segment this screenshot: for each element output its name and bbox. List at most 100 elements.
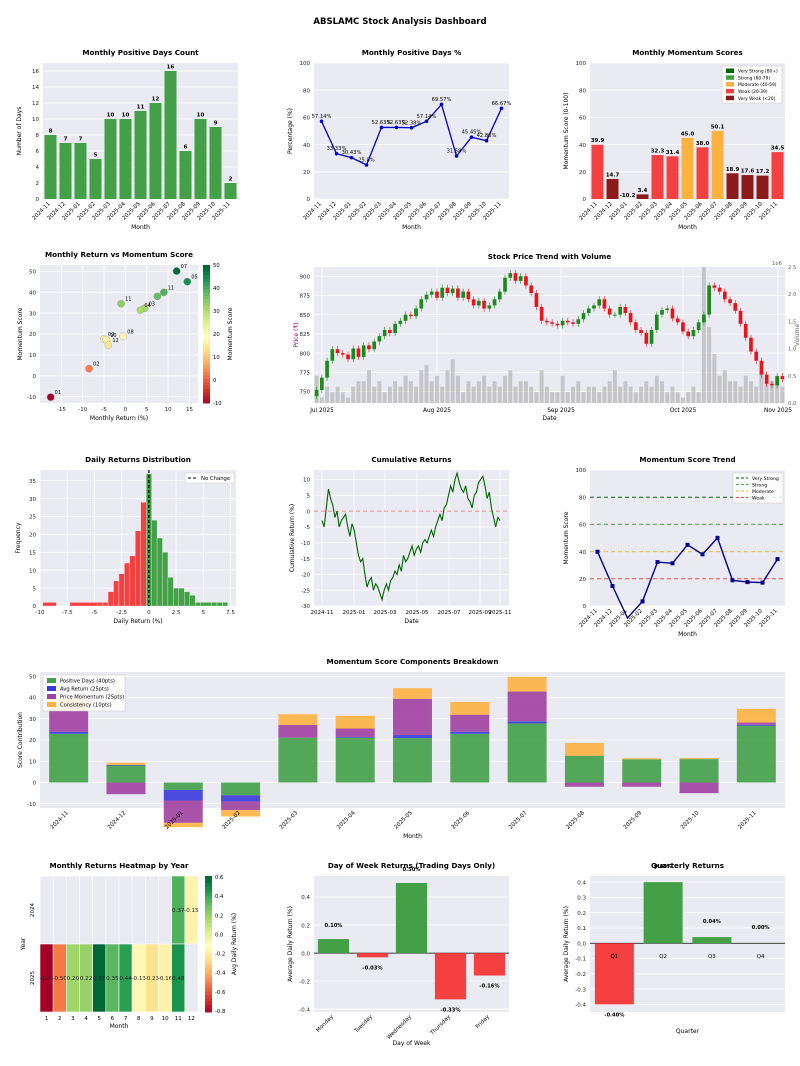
volume-bar bbox=[398, 386, 403, 403]
heatmap-cell bbox=[145, 875, 159, 945]
x-tick-label: 2025-07 bbox=[438, 610, 461, 616]
x-axis-label: Date bbox=[404, 618, 419, 625]
y-axis-label: Momentum Score bbox=[17, 307, 24, 360]
data-label: 12 bbox=[152, 97, 160, 103]
stacked-bar-segment bbox=[221, 782, 261, 796]
legend-box bbox=[184, 472, 235, 484]
x-tick-label: 8 bbox=[137, 1016, 141, 1022]
volume-bar bbox=[618, 386, 623, 403]
stacked-bar-segment bbox=[335, 737, 375, 738]
candle-body bbox=[377, 336, 382, 342]
x-tick-label: 9 bbox=[150, 1016, 154, 1022]
data-label: 45.45% bbox=[462, 130, 482, 136]
data-label: 38.0 bbox=[696, 141, 710, 147]
bar bbox=[164, 71, 177, 199]
colorbar-segment bbox=[203, 351, 210, 356]
data-label: -0.40% bbox=[604, 1012, 625, 1018]
volume-bar bbox=[665, 392, 670, 403]
volume-bar bbox=[340, 392, 345, 403]
candle-body bbox=[330, 349, 335, 361]
candle-body bbox=[445, 287, 450, 294]
volume-bar bbox=[403, 375, 408, 403]
colorbar-segment bbox=[203, 396, 210, 401]
y-tick-label: 40 bbox=[303, 143, 310, 149]
colorbar-segment bbox=[205, 876, 212, 880]
y-tick-label: 40 bbox=[579, 550, 586, 556]
bar bbox=[44, 135, 57, 199]
x-tick-label: 0 bbox=[124, 407, 128, 413]
scatter-point bbox=[117, 299, 125, 308]
y-tick-label: 825 bbox=[300, 332, 311, 338]
volume-bar bbox=[429, 381, 434, 403]
candle-body bbox=[571, 322, 575, 324]
y-tick-label: -10 bbox=[27, 395, 36, 401]
volume-bar bbox=[330, 392, 335, 403]
x-axis-label: Monthly Return (%) bbox=[90, 415, 148, 422]
data-label: 7 bbox=[79, 137, 83, 143]
volume-bar bbox=[565, 392, 570, 403]
candle-body bbox=[743, 323, 748, 338]
candle-body bbox=[728, 299, 732, 304]
histogram-bar bbox=[178, 587, 185, 607]
candle-body bbox=[712, 285, 717, 288]
y-tick-label: 6 bbox=[36, 149, 40, 155]
bar bbox=[149, 103, 162, 199]
colorbar-segment bbox=[203, 358, 210, 363]
volume-bar bbox=[393, 381, 398, 403]
volume-bar bbox=[372, 386, 377, 403]
heatmap-cell bbox=[158, 875, 172, 945]
colorbar-segment bbox=[205, 940, 212, 945]
cell-label: -0.15 bbox=[184, 908, 199, 914]
point-label: 11 bbox=[125, 297, 131, 303]
volume-bar bbox=[361, 381, 366, 403]
colorbar-segment bbox=[203, 340, 210, 345]
data-point bbox=[319, 119, 324, 124]
volume-bar bbox=[518, 381, 523, 403]
data-label: 33.33% bbox=[327, 146, 347, 152]
y-tick-label: -20 bbox=[301, 573, 310, 579]
histogram-bar bbox=[102, 602, 109, 607]
legend-label: Weak bbox=[752, 496, 765, 502]
x-axis-label: Month bbox=[131, 224, 150, 231]
x-tick-label: Tuesday bbox=[353, 1014, 374, 1035]
cell-label: 0.61 bbox=[93, 976, 106, 982]
volume-bar bbox=[377, 381, 382, 403]
data-point bbox=[349, 155, 354, 160]
stacked-bar-segment bbox=[679, 758, 719, 760]
y-tick-label: 30 bbox=[29, 717, 36, 723]
data-label: 52.63% bbox=[372, 120, 392, 126]
volume-bar bbox=[748, 381, 753, 403]
cumulative-returns-chart: -30 -25 -20 -15 -10 -5 0 5 10 2024-11 2025-01 2025-… bbox=[289, 455, 511, 625]
data-label: 17.6 bbox=[741, 169, 755, 175]
volume-bar bbox=[717, 375, 722, 403]
y-tick-label: -0.3 bbox=[575, 987, 586, 993]
candle-body bbox=[325, 360, 329, 378]
y-tick-label: 850 bbox=[300, 313, 311, 319]
y-tick-label: 30 bbox=[29, 311, 36, 317]
x-axis-label: Daily Return (%) bbox=[113, 618, 162, 625]
bar bbox=[643, 882, 683, 944]
data-point bbox=[334, 151, 339, 156]
y-tick-label: 60 bbox=[579, 523, 586, 529]
y-tick-label: -5 bbox=[305, 525, 311, 531]
y-tick-label: 0 bbox=[33, 374, 37, 380]
cell-label: 0.35 bbox=[106, 976, 119, 982]
data-point bbox=[439, 102, 444, 107]
y-tick-label: 35 bbox=[29, 479, 36, 485]
bar bbox=[692, 937, 732, 944]
volume-bar bbox=[743, 375, 748, 403]
chart-title: Momentum Score Components Breakdown bbox=[327, 657, 499, 666]
plot-area bbox=[314, 267, 785, 403]
y-tick-label: 60 bbox=[579, 116, 586, 122]
y2-tick-label: 2.0 bbox=[788, 292, 797, 298]
colorbar-tick: 10 bbox=[213, 355, 220, 361]
cell-label: 0.37 bbox=[172, 908, 185, 914]
candle-body bbox=[403, 314, 408, 321]
candle-body bbox=[314, 389, 319, 397]
candle-body bbox=[424, 294, 429, 300]
candle-body bbox=[440, 287, 445, 298]
x-tick-label: 2025-04 bbox=[336, 810, 357, 831]
colorbar-segment bbox=[203, 299, 210, 304]
y-tick-label: 20 bbox=[29, 533, 36, 539]
candle-body bbox=[356, 348, 361, 357]
